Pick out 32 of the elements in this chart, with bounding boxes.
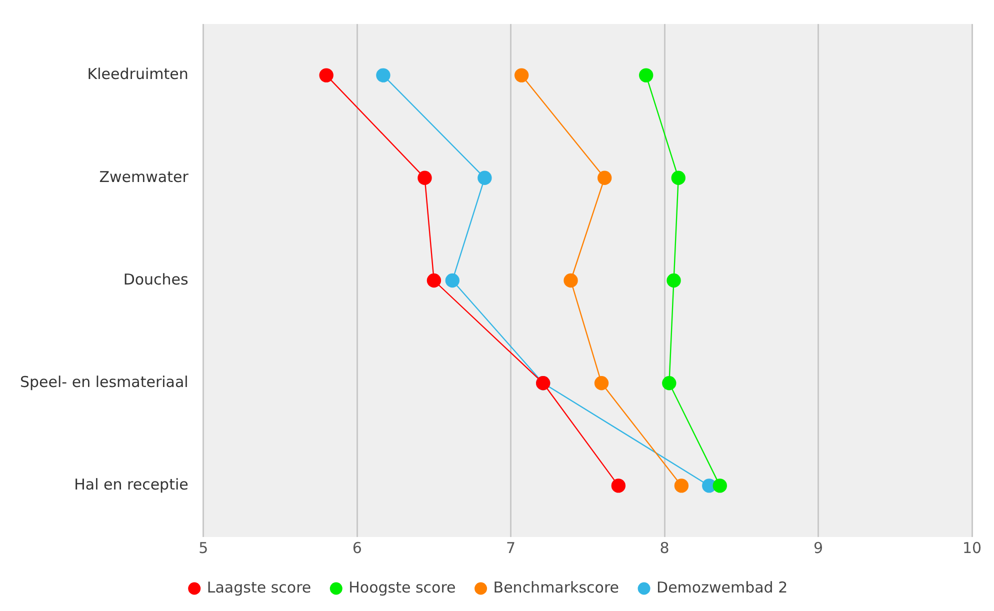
x-tick-label: 10 <box>962 538 982 557</box>
y-tick-label: Douches <box>123 270 189 288</box>
point <box>712 478 727 493</box>
point <box>597 170 612 185</box>
x-tick-label: 5 <box>198 538 208 557</box>
point <box>674 478 689 493</box>
legend-label: Laagste score <box>206 578 312 596</box>
point <box>319 68 334 82</box>
point <box>594 376 609 390</box>
y-tick-label: Kleedruimten <box>87 65 188 84</box>
y-tick-label: Speel- en lesmateriaal <box>20 372 188 391</box>
point <box>638 68 654 82</box>
point <box>376 68 390 82</box>
point <box>611 478 626 493</box>
legend-label: Hoogste score <box>348 578 456 596</box>
legend-label: Benchmarkscore <box>493 578 620 596</box>
x-tick-label: 8 <box>660 538 670 557</box>
y-tick-label: Hal en receptie <box>74 476 188 494</box>
point <box>478 170 492 185</box>
x-tick-label: 9 <box>814 538 824 557</box>
point <box>662 376 676 390</box>
y-tick-label: Zwemwater <box>99 168 190 186</box>
point <box>564 273 578 288</box>
legend-label: Demozwembad 2 <box>656 578 788 596</box>
point <box>445 273 460 288</box>
point <box>514 68 529 82</box>
x-tick-label: 7 <box>506 538 516 557</box>
point <box>418 170 432 185</box>
point <box>426 273 442 288</box>
point <box>671 170 686 185</box>
x-tick-label: 6 <box>352 538 362 557</box>
point <box>666 273 681 288</box>
